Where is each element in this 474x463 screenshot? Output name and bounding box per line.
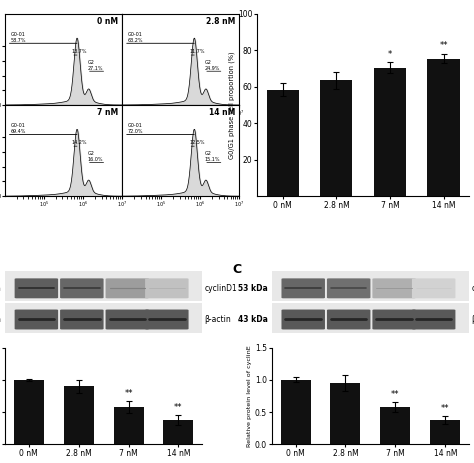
Text: **: ** [391,390,400,399]
Text: G2
24.9%: G2 24.9% [205,60,220,70]
Bar [164,420,193,444]
Text: **: ** [124,389,133,398]
Text: G0-01
58.7%: G0-01 58.7% [10,32,26,43]
Text: 14.2%: 14.2% [72,140,88,145]
Text: C: C [232,263,241,276]
Y-axis label: G0/G1 phase cell proportion (%): G0/G1 phase cell proportion (%) [228,51,235,159]
Text: 13.7%: 13.7% [72,49,88,54]
FancyBboxPatch shape [145,310,189,330]
FancyBboxPatch shape [106,310,149,330]
Text: G0-01
63.2%: G0-01 63.2% [128,32,143,43]
Text: cyclinD1: cyclinD1 [204,284,237,293]
Bar [267,89,299,196]
FancyBboxPatch shape [327,310,370,330]
FancyBboxPatch shape [60,310,104,330]
Bar [64,386,93,444]
Text: β-actin: β-actin [204,315,231,324]
Bar [381,407,410,444]
Text: 12.5%: 12.5% [189,140,205,145]
FancyBboxPatch shape [412,278,456,298]
Text: β-actin: β-actin [471,315,474,324]
Bar [14,380,44,444]
FancyBboxPatch shape [145,278,189,298]
Text: 2.8 nM: 2.8 nM [206,17,236,25]
Bar [330,383,360,444]
Text: 7 nM: 7 nM [97,108,118,117]
Text: G2
16.0%: G2 16.0% [88,151,103,162]
Text: **: ** [174,403,182,412]
FancyBboxPatch shape [327,278,370,298]
Bar [430,420,460,444]
Text: 43 kDa: 43 kDa [238,315,268,324]
Bar [281,380,310,444]
FancyBboxPatch shape [373,310,416,330]
FancyBboxPatch shape [60,278,104,298]
Text: G2
15.1%: G2 15.1% [205,151,220,162]
FancyBboxPatch shape [15,278,58,298]
FancyBboxPatch shape [282,278,325,298]
Text: 11.7%: 11.7% [189,49,205,54]
Bar [320,81,353,196]
FancyBboxPatch shape [15,310,58,330]
Bar [428,58,460,196]
Text: cyclinE: cyclinE [471,284,474,293]
Text: G0-01
72.0%: G0-01 72.0% [128,123,143,134]
Text: 14 nM: 14 nM [210,108,236,117]
Bar [114,407,144,444]
FancyBboxPatch shape [106,278,149,298]
Text: **: ** [439,41,448,50]
Text: G0-01
69.4%: G0-01 69.4% [10,123,26,134]
Text: **: ** [441,405,449,413]
Text: G2
27.1%: G2 27.1% [88,60,103,70]
FancyBboxPatch shape [282,310,325,330]
Y-axis label: Relative protein level of cyclinE: Relative protein level of cyclinE [247,345,252,447]
Text: 43 kDa: 43 kDa [0,315,1,324]
FancyBboxPatch shape [412,310,456,330]
FancyBboxPatch shape [373,278,416,298]
Text: 53 kDa: 53 kDa [238,284,268,293]
Bar [374,68,406,196]
Text: *: * [388,50,392,58]
Text: 0 nM: 0 nM [97,17,118,25]
Text: 35 kDa: 35 kDa [0,284,1,293]
